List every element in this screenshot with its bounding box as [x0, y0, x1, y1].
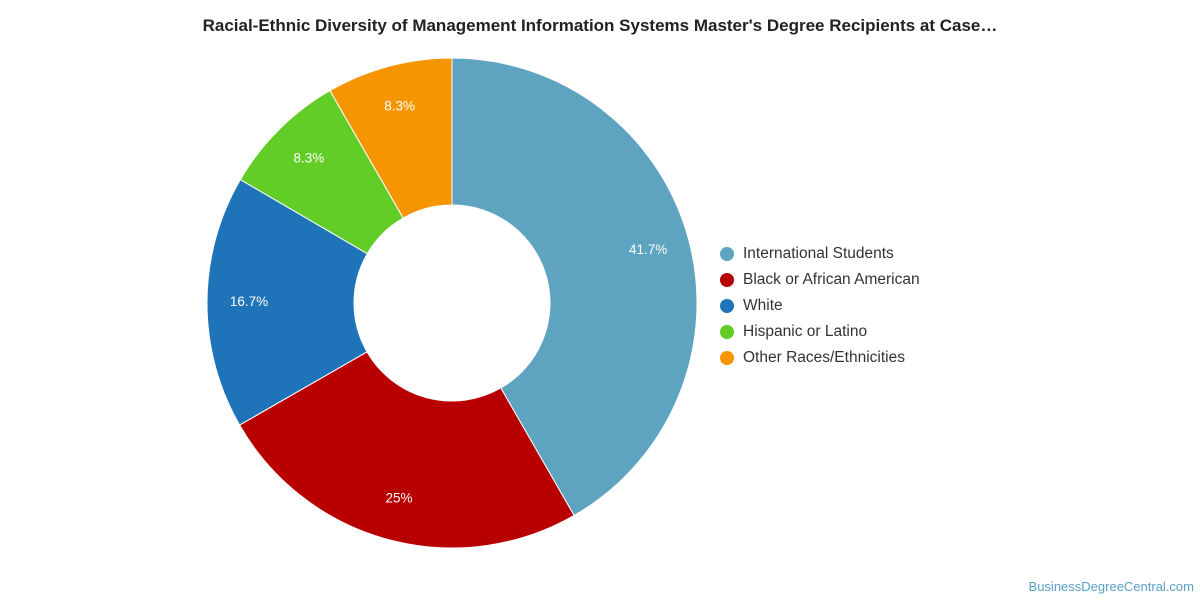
legend-label: Other Races/Ethnicities — [743, 349, 905, 366]
legend-label: White — [743, 297, 783, 314]
legend-swatch — [720, 325, 734, 339]
legend-label: International Students — [743, 245, 894, 262]
slice-value-label: 25% — [386, 491, 413, 506]
slice-value-label: 8.3% — [384, 98, 415, 113]
legend-label: Black or African American — [743, 271, 920, 288]
legend-item[interactable]: Hispanic or Latino — [720, 319, 920, 345]
legend-swatch — [720, 351, 734, 365]
legend: International Students Black or African A… — [720, 241, 920, 371]
legend-swatch — [720, 299, 734, 313]
pie-slice[interactable] — [329, 57, 453, 219]
chart-title: Racial-Ethnic Diversity of Management In… — [202, 16, 998, 35]
slice-value-label: 41.7% — [629, 242, 667, 257]
pie-slice[interactable] — [206, 178, 369, 426]
legend-swatch — [720, 247, 734, 261]
legend-item[interactable]: International Students — [720, 241, 920, 267]
legend-item[interactable]: Other Races/Ethnicities — [720, 345, 920, 371]
legend-label: Hispanic or Latino — [743, 323, 868, 340]
slice-value-label: 8.3% — [294, 151, 325, 166]
pie-slice[interactable] — [238, 351, 575, 549]
legend-item[interactable]: White — [720, 293, 920, 319]
pie-slice[interactable] — [451, 57, 698, 517]
slice-value-label: 16.7% — [230, 294, 268, 309]
watermark[interactable]: BusinessDegreeCentral.com — [1028, 579, 1194, 594]
legend-swatch — [720, 273, 734, 287]
legend-item[interactable]: Black or African American — [720, 267, 920, 293]
